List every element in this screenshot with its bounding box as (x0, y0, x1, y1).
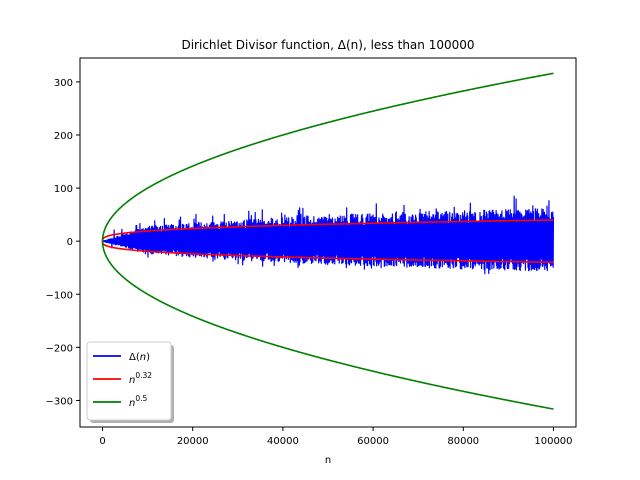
legend-box (86, 341, 172, 421)
x-tick-label: 100000 (534, 436, 572, 447)
x-tick-label: 60000 (357, 436, 389, 447)
x-tick-label: 0 (99, 436, 105, 447)
series-n-0_32-upper-line (101, 219, 554, 242)
plot-area (101, 72, 555, 410)
chart-title: Dirichlet Divisor function, Δ(n), less t… (181, 38, 474, 52)
legend-entry: Δ(n) (129, 352, 150, 363)
x-tick-label: 40000 (267, 436, 299, 447)
y-tick-label: −100 (46, 290, 73, 301)
y-tick-label: −200 (46, 343, 73, 354)
x-tick-label: 80000 (447, 436, 479, 447)
legend-entry: n0.32 (129, 371, 152, 386)
y-tick-label: 0 (67, 237, 73, 248)
series-n-0_5-lower-line (101, 241, 554, 410)
y-axis: −300 −200 −100 0 100 200 300 (46, 78, 80, 407)
series-delta-n-band (102, 221, 554, 260)
x-tick-label: 20000 (177, 436, 209, 447)
series-n-0_5-upper-line (101, 72, 554, 242)
y-tick-label: −300 (46, 396, 73, 407)
series-n-0_32-lower-line (101, 241, 554, 264)
legend-entry: n0.5 (129, 394, 147, 409)
y-tick-label: 300 (54, 78, 73, 89)
y-tick-label: 100 (54, 184, 73, 195)
legend: Δ(n) n0.32 n0.5 (86, 341, 174, 423)
axes-frame (79, 57, 577, 428)
y-tick-label: 200 (54, 131, 73, 142)
x-axis: 0 20000 40000 60000 80000 100000 (99, 427, 573, 447)
x-axis-label: n (325, 455, 331, 466)
